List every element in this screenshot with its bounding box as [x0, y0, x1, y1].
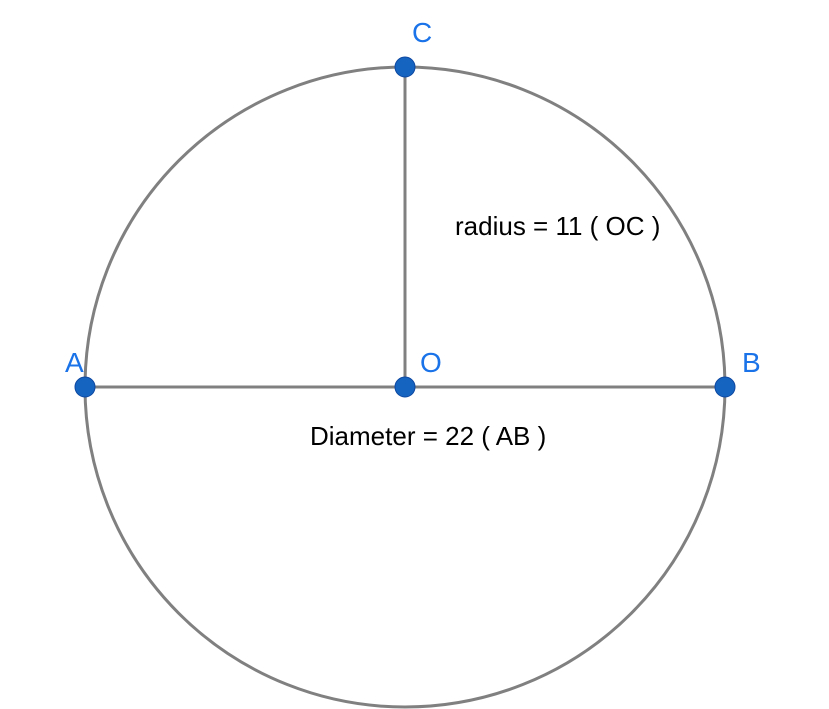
- label-a: A: [65, 347, 84, 378]
- geometry-diagram: A B C O radius = 11 ( OC ) Diameter = 22…: [0, 0, 829, 709]
- point-o: [395, 377, 415, 397]
- point-b: [715, 377, 735, 397]
- label-b: B: [742, 347, 761, 378]
- radius-annotation: radius = 11 ( OC ): [455, 211, 660, 241]
- diameter-annotation: Diameter = 22 ( AB ): [310, 421, 546, 451]
- point-a: [75, 377, 95, 397]
- label-c: C: [412, 17, 432, 48]
- point-c: [395, 57, 415, 77]
- label-o: O: [420, 347, 442, 378]
